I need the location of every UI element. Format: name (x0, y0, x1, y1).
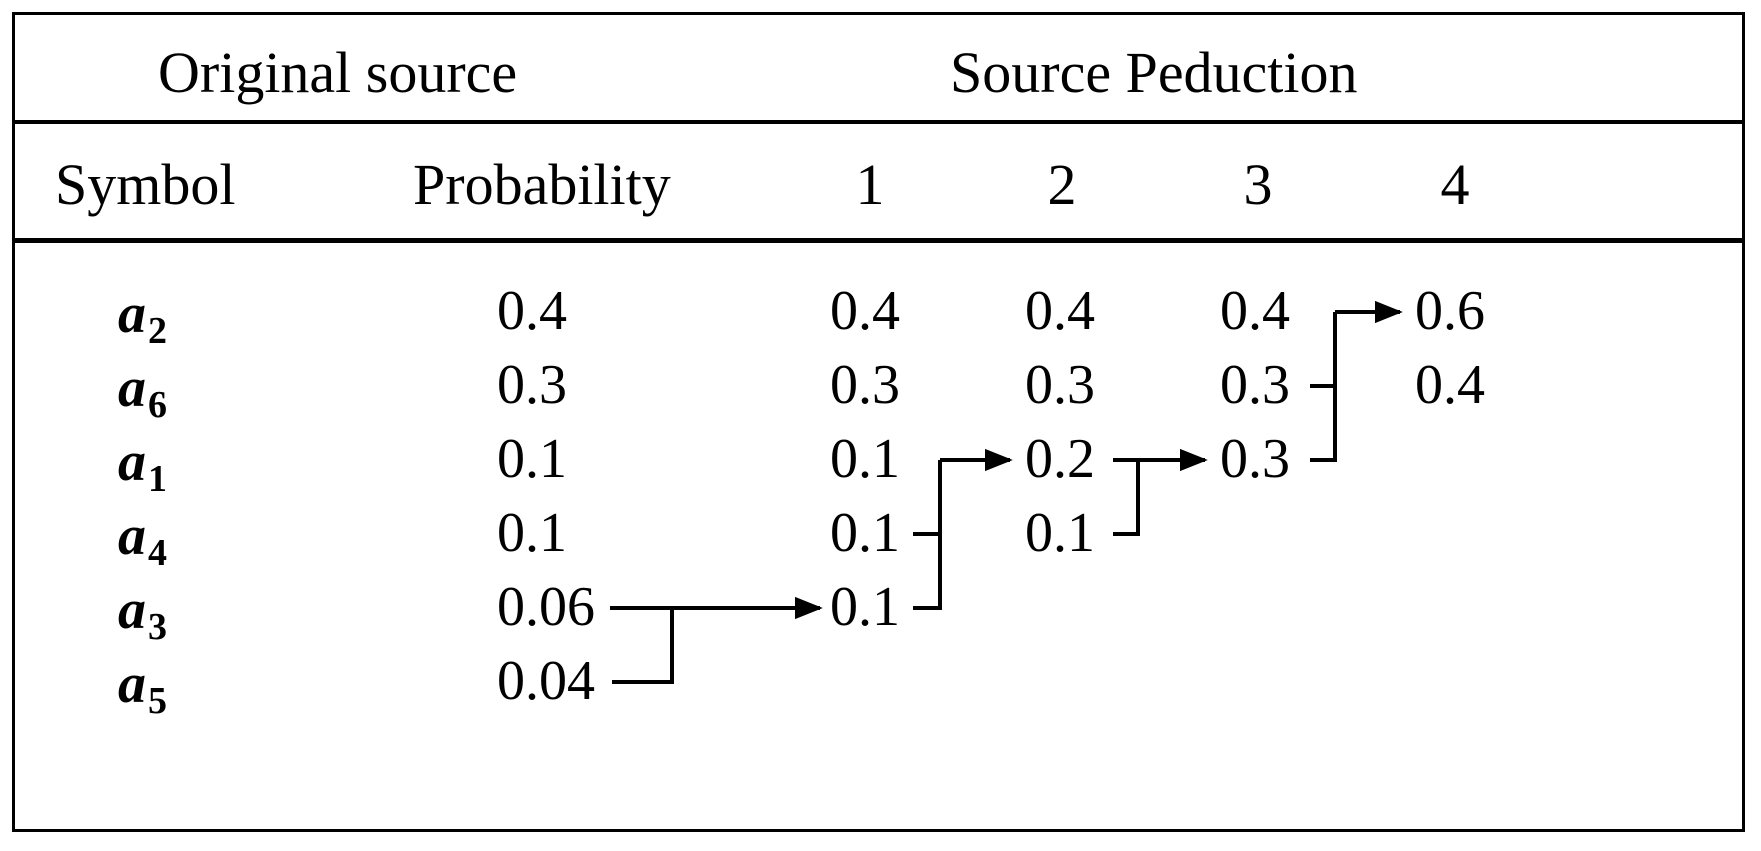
probability-column-header: Probability (413, 152, 671, 217)
reduction-1-header: 1 (855, 152, 885, 217)
reduction-2-value: 0.2 (1025, 428, 1095, 490)
reduction-1-value: 0.1 (830, 576, 900, 638)
symbol-a1: a1 (118, 431, 167, 500)
reduction-3-value: 0.3 (1220, 354, 1290, 416)
probability-value: 0.1 (497, 502, 567, 564)
reduction-3-value: 0.4 (1220, 280, 1290, 342)
probability-value: 0.04 (497, 650, 595, 712)
reduction-1-value: 0.3 (830, 354, 900, 416)
reduction-1-value: 0.4 (830, 280, 900, 342)
reduction-4-value: 0.6 (1415, 280, 1485, 342)
source-reduction-heading: Source Peduction (950, 40, 1358, 105)
reduction-1-value: 0.1 (830, 428, 900, 490)
header-divider (12, 120, 1745, 124)
probability-value: 0.3 (497, 354, 567, 416)
symbol-a4: a4 (118, 505, 167, 574)
symbol-a3: a3 (118, 579, 167, 648)
reduction-2-value: 0.4 (1025, 280, 1095, 342)
reduction-1-value: 0.1 (830, 502, 900, 564)
reduction-2-header: 2 (1047, 152, 1077, 217)
reduction-2-value: 0.3 (1025, 354, 1095, 416)
reduction-4-value: 0.4 (1415, 354, 1485, 416)
merge-bracket-1 (612, 608, 674, 684)
probability-value: 0.06 (497, 576, 595, 638)
merge-bracket-4 (1310, 312, 1337, 462)
symbol-a6: a6 (118, 357, 167, 426)
symbol-a2: a2 (118, 283, 167, 352)
table-frame (12, 12, 1745, 832)
reduction-3-value: 0.3 (1220, 428, 1290, 490)
symbol-column-header: Symbol (55, 152, 236, 217)
original-source-heading: Original source (158, 40, 518, 105)
merge-bracket-3 (1113, 460, 1140, 536)
merge-bracket-2 (913, 460, 942, 610)
symbol-a5: a5 (118, 653, 167, 722)
reduction-2-value: 0.1 (1025, 502, 1095, 564)
reduction-3-header: 3 (1243, 152, 1273, 217)
column-header-divider (12, 238, 1745, 243)
probability-value: 0.4 (497, 280, 567, 342)
reduction-4-header: 4 (1440, 152, 1470, 217)
probability-value: 0.1 (497, 428, 567, 490)
